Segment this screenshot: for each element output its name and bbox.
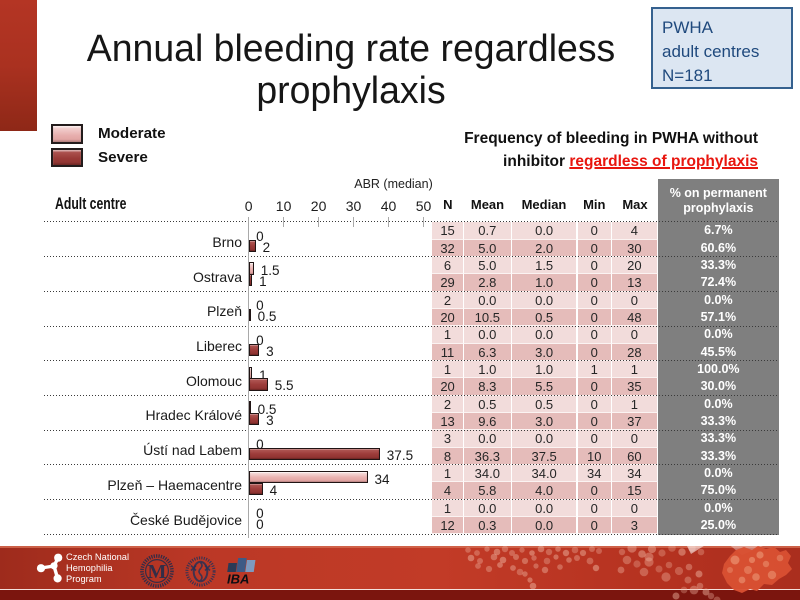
svg-text:M: M	[148, 561, 167, 583]
svg-text:IBA: IBA	[227, 572, 249, 587]
